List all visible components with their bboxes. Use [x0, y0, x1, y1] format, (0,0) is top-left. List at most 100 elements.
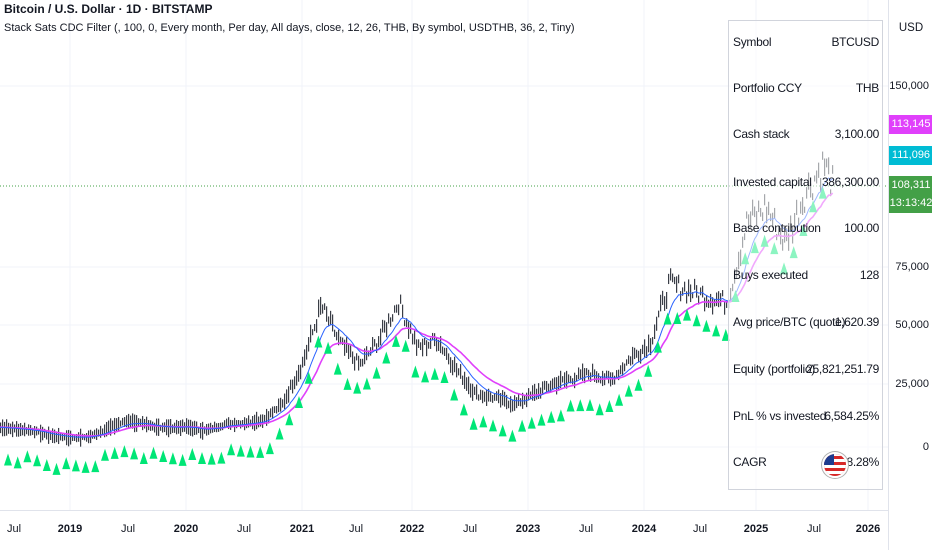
buy-marker: [110, 446, 119, 459]
time-tick-label: Jul: [348, 523, 364, 535]
buy-marker: [527, 416, 536, 429]
buy-marker: [81, 460, 90, 473]
stats-value: 3,100.00: [834, 127, 880, 141]
buy-marker: [188, 447, 197, 460]
buy-marker: [149, 446, 158, 459]
time-tick-label: Jul: [120, 523, 136, 535]
buy-marker: [440, 371, 449, 384]
time-tick-label: 2019: [57, 523, 83, 535]
stats-label: Invested capital: [733, 175, 812, 189]
stats-row: Portfolio CCY THB: [729, 79, 882, 99]
stats-value: BTCUSD: [831, 35, 879, 49]
buy-marker: [139, 452, 148, 465]
time-tick-label: 2025: [743, 523, 769, 535]
buy-marker: [518, 419, 527, 432]
buy-marker: [421, 370, 430, 383]
buy-marker: [227, 443, 236, 456]
buy-marker: [178, 453, 187, 466]
time-tick-label: Jul: [692, 523, 708, 535]
buy-marker: [576, 399, 585, 412]
stats-label: Symbol: [733, 35, 772, 49]
buy-marker: [712, 324, 721, 337]
buy-marker: [547, 410, 556, 423]
buy-marker: [246, 445, 255, 458]
buy-marker: [498, 424, 507, 437]
stats-row: Avg price/BTC (quote) 1,620.39: [729, 313, 882, 333]
buy-marker: [13, 456, 22, 469]
time-tick-label: 2022: [399, 523, 425, 535]
buy-marker: [653, 340, 662, 353]
buy-marker: [537, 413, 546, 426]
time-tick-label: Jul: [806, 523, 822, 535]
buy-marker: [295, 395, 303, 408]
time-axis[interactable]: Jul 2019 Jul 2020 Jul 2021 Jul 2022 Jul 2023 Jul 20…: [0, 510, 888, 551]
buy-marker: [469, 417, 478, 430]
price-tick-label: 25,000: [895, 378, 929, 390]
stats-value: 1,620.39: [834, 315, 880, 329]
buy-marker: [372, 366, 381, 379]
price-tick-label: 50,000: [895, 319, 929, 331]
currency-label[interactable]: USD: [898, 22, 924, 34]
stats-label: Avg price/BTC (quote): [733, 315, 846, 329]
time-tick-label: 2020: [173, 523, 199, 535]
buy-marker: [4, 453, 12, 466]
buy-marker: [343, 377, 352, 390]
stats-row: Invested capital 386,300.00: [729, 173, 882, 193]
buy-marker: [683, 308, 691, 321]
buy-marker: [624, 384, 633, 397]
buy-marker: [71, 459, 80, 472]
stats-label: PnL % vs invested: [733, 409, 827, 423]
buy-marker: [168, 452, 177, 465]
stats-value: THB: [855, 81, 879, 95]
price-tick-label: 0: [922, 441, 929, 453]
stats-value: 386,300.00: [821, 175, 879, 189]
buy-marker: [353, 381, 362, 394]
buy-marker: [556, 409, 565, 422]
buy-marker: [459, 403, 468, 416]
buy-marker: [91, 460, 100, 473]
stats-row: PnL % vs invested 6,584.25%: [729, 407, 882, 427]
buy-marker: [702, 319, 711, 332]
buy-marker: [101, 448, 109, 461]
buy-marker: [392, 334, 400, 347]
buy-marker: [644, 364, 653, 377]
buy-marker: [217, 451, 226, 464]
buy-marker: [33, 454, 42, 467]
buy-marker: [634, 378, 643, 391]
buy-marker: [23, 450, 32, 463]
stats-row: CAGR 48.28%: [729, 453, 882, 473]
buy-marker: [663, 312, 672, 325]
price-badge: 113,145: [889, 115, 932, 134]
buy-marker: [52, 462, 61, 475]
buy-marker: [198, 451, 206, 464]
buy-marker: [42, 459, 51, 472]
stats-label: Base contribution: [733, 221, 821, 235]
buy-marker: [673, 312, 682, 325]
stats-value: 25,821,251.79: [806, 362, 879, 376]
buy-marker: [595, 403, 604, 416]
buy-marker: [586, 398, 594, 411]
buy-marker: [479, 415, 488, 428]
buy-marker: [362, 377, 371, 390]
indicator-legend[interactable]: Stack Sats CDC Filter (, 100, 0, Every m…: [4, 22, 575, 34]
us-flag-icon: [822, 452, 848, 478]
stats-row: Cash stack 3,100.00: [729, 125, 882, 145]
time-tick-label: Jul: [6, 523, 22, 535]
buy-marker: [207, 452, 216, 465]
time-tick-label: 2024: [631, 523, 657, 535]
stats-value: 100.00: [844, 221, 879, 235]
stats-label: Buys executed: [733, 268, 808, 282]
buy-marker: [285, 413, 294, 426]
time-tick-label: 2021: [289, 523, 315, 535]
stats-value: 128: [859, 268, 879, 282]
buy-marker: [333, 362, 342, 375]
stats-row: Equity (portfolio) 25,821,251.79: [729, 360, 882, 380]
buy-marker: [411, 365, 420, 378]
price-axis[interactable]: USD 150,000 75,000 50,000 25,000 0 113,145 111…: [888, 0, 932, 550]
symbol-title[interactable]: Bitcoin / U.S. Dollar · 1D · BITSTAMP: [4, 2, 213, 16]
buy-marker: [265, 442, 274, 455]
buy-marker: [159, 450, 168, 463]
stats-label: Portfolio CCY: [733, 81, 802, 95]
buy-marker: [489, 419, 497, 432]
stats-value: 48.28%: [840, 455, 879, 469]
